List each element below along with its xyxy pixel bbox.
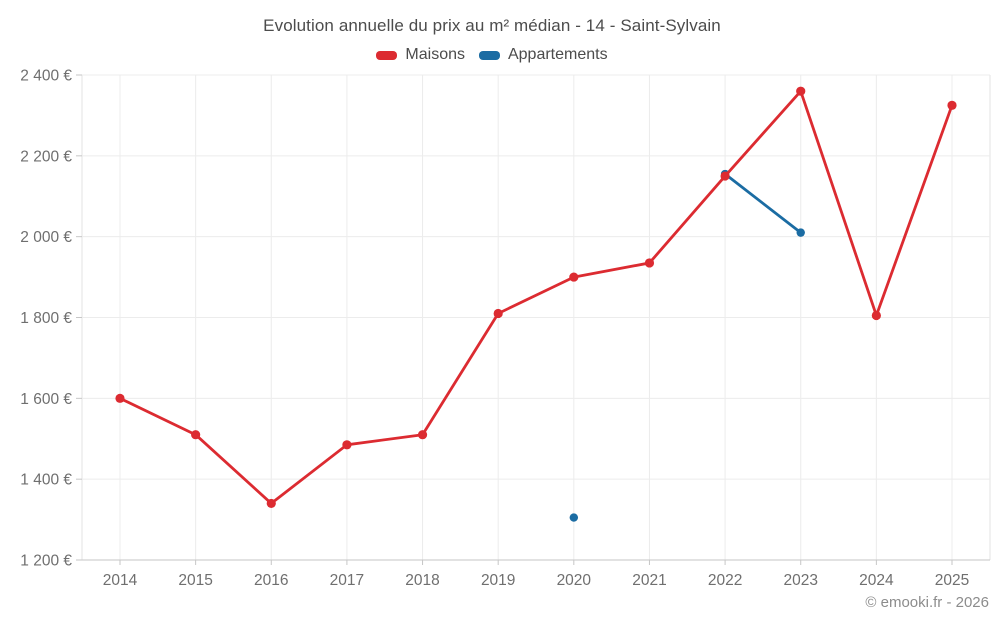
svg-text:2017: 2017 [330, 572, 364, 589]
chart-legend: Maisons Appartements [0, 46, 984, 64]
svg-text:2014: 2014 [103, 572, 138, 589]
svg-text:1 800 €: 1 800 € [20, 310, 72, 327]
svg-text:1 400 €: 1 400 € [20, 472, 72, 489]
svg-text:2 400 €: 2 400 € [20, 68, 72, 85]
svg-text:2 000 €: 2 000 € [20, 229, 72, 246]
maisons-swatch-icon [376, 50, 398, 60]
legend-item-maisons[interactable]: Maisons [376, 46, 465, 64]
svg-text:2024: 2024 [859, 572, 894, 589]
svg-text:2019: 2019 [481, 572, 515, 589]
svg-text:2015: 2015 [178, 572, 212, 589]
svg-text:2025: 2025 [935, 572, 969, 589]
svg-text:2 200 €: 2 200 € [20, 148, 72, 165]
svg-text:2018: 2018 [405, 572, 439, 589]
svg-text:1 200 €: 1 200 € [20, 553, 72, 570]
svg-text:2023: 2023 [783, 572, 817, 589]
legend-item-appartements[interactable]: Appartements [478, 46, 608, 64]
copyright-credit: © emooki.fr - 2026 [865, 594, 989, 611]
chart-title: Evolution annuelle du prix au m² médian … [263, 16, 721, 35]
svg-text:2020: 2020 [557, 572, 592, 589]
legend-label-maisons: Maisons [405, 46, 465, 63]
svg-text:2021: 2021 [632, 572, 666, 589]
appartements-swatch-icon [478, 50, 500, 60]
svg-text:1 600 €: 1 600 € [20, 391, 72, 408]
svg-text:2022: 2022 [708, 572, 742, 589]
legend-label-appartements: Appartements [507, 46, 608, 63]
svg-text:2016: 2016 [254, 572, 288, 589]
